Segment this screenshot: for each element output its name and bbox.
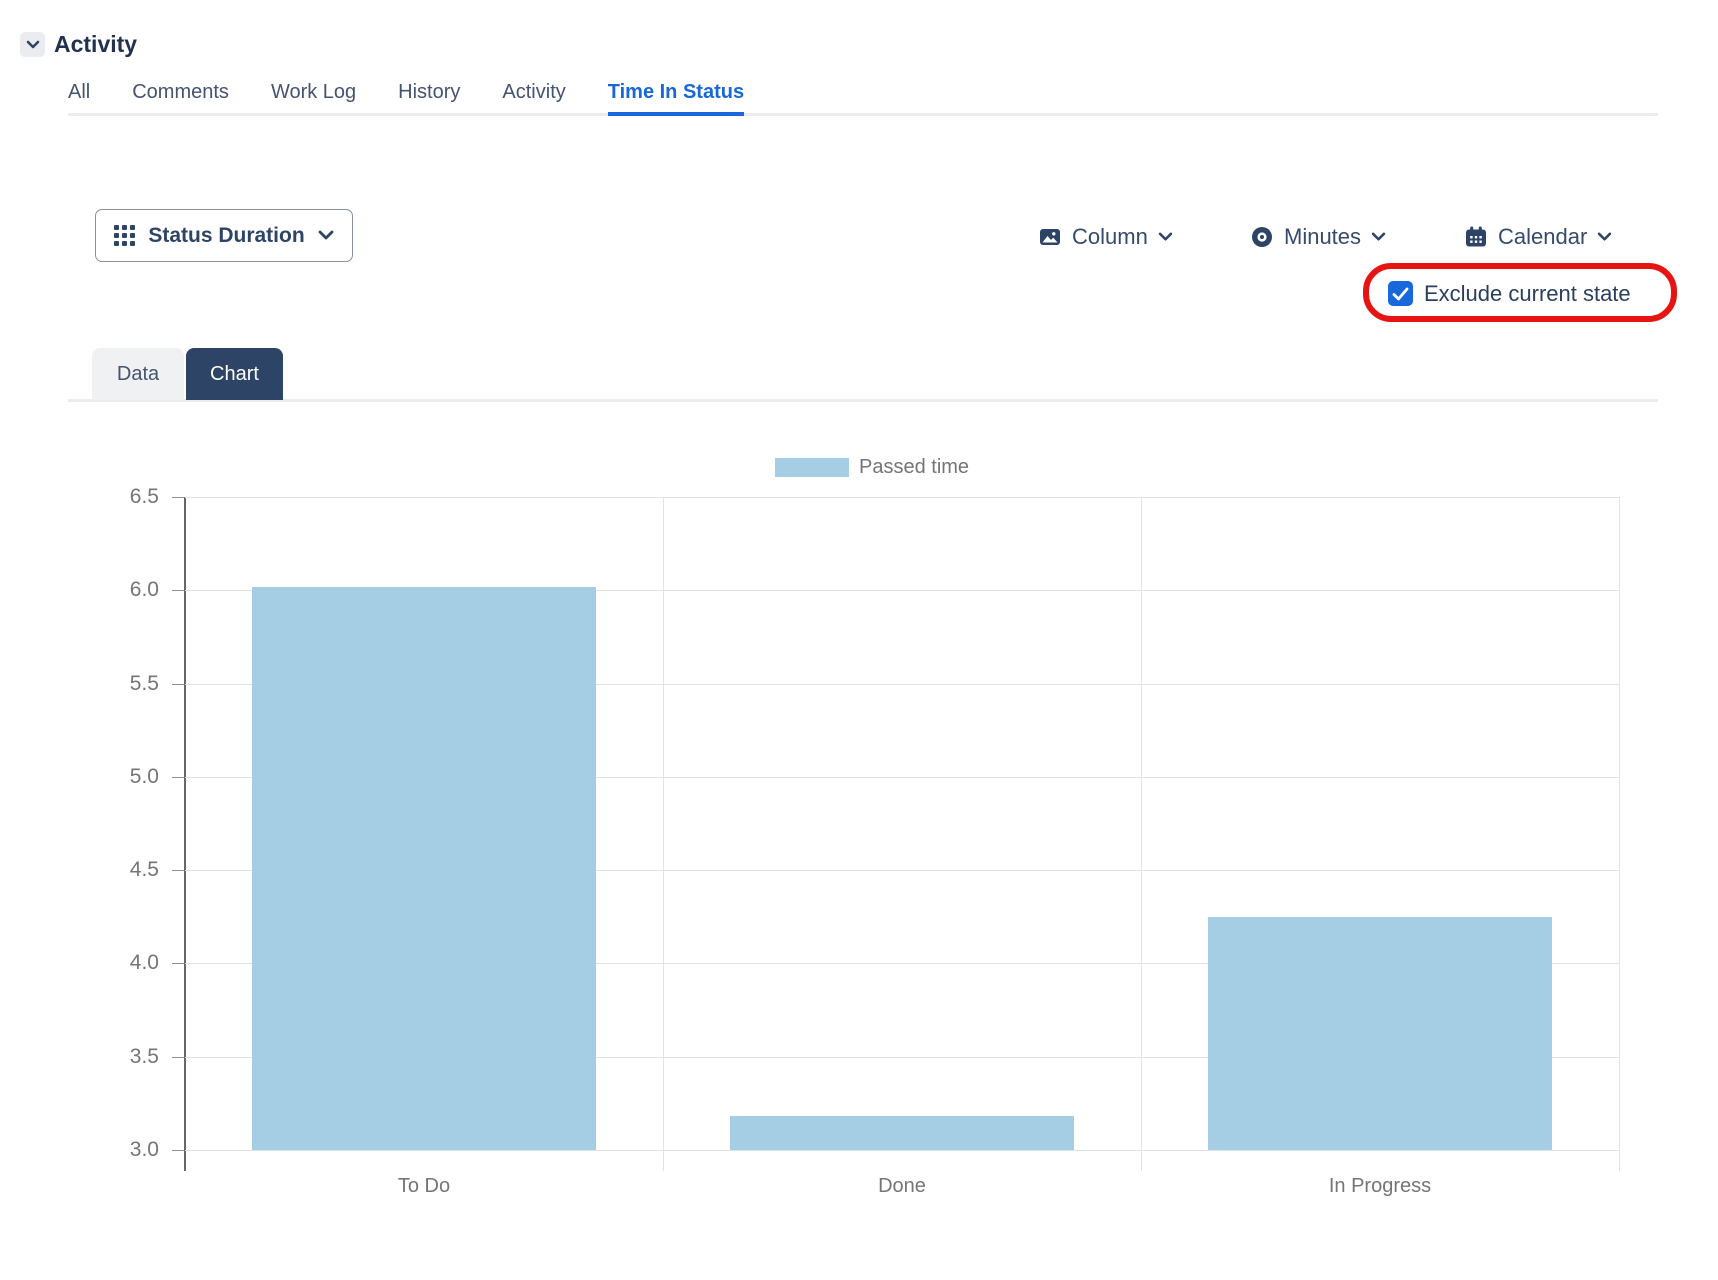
y-axis-tick <box>172 870 184 871</box>
calendar-dropdown[interactable]: Calendar <box>1464 214 1612 260</box>
activity-tab-bar: All Comments Work Log History Activity Time I… <box>68 80 745 116</box>
bar-to-do[interactable] <box>252 587 596 1150</box>
gridline <box>1141 497 1142 1171</box>
chevron-down-icon <box>318 230 334 241</box>
view-tabs-divider <box>68 399 1658 402</box>
eye-icon <box>1250 225 1274 249</box>
y-axis-tick <box>172 777 184 778</box>
chevron-down-icon <box>1371 232 1386 242</box>
page-title: Activity <box>54 31 138 57</box>
bar-in-progress[interactable] <box>1208 917 1552 1150</box>
minutes-label: Minutes <box>1284 224 1362 249</box>
exclude-current-state-label[interactable]: Exclude current state <box>1424 281 1631 306</box>
y-axis-tick <box>172 497 184 498</box>
y-axis-tick <box>172 1057 184 1058</box>
y-axis-label: 3.5 <box>129 1045 159 1068</box>
view-tab-data[interactable]: Data <box>92 348 184 400</box>
y-axis-label: 6.0 <box>129 578 159 601</box>
legend-label[interactable]: Passed time <box>859 456 970 478</box>
tab-time-in-status[interactable]: Time In Status <box>607 80 745 116</box>
bar-chart-plot-area: 6.5 6.0 5.5 5.0 4.5 4.0 3.5 3.0 To Do Done In Prog… <box>130 485 1620 1197</box>
y-axis-line <box>184 497 186 1171</box>
gridline <box>185 777 1619 778</box>
y-axis-label: 3.0 <box>129 1138 159 1161</box>
y-axis-label: 5.5 <box>129 672 159 695</box>
status-duration-label: Status Duration <box>148 223 305 247</box>
y-axis-label: 4.0 <box>129 951 159 974</box>
x-axis-label: In Progress <box>1328 1175 1432 1197</box>
status-duration-dropdown[interactable]: Status Duration <box>95 209 353 262</box>
tab-history[interactable]: History <box>398 81 461 103</box>
x-axis-label: To Do <box>397 1175 451 1197</box>
chevron-down-icon <box>26 40 40 49</box>
legend-swatch[interactable] <box>775 458 849 477</box>
calendar-icon <box>1464 225 1488 249</box>
tab-comments[interactable]: Comments <box>132 81 229 103</box>
minutes-dropdown[interactable]: Minutes <box>1250 214 1386 260</box>
column-label: Column <box>1072 224 1148 249</box>
chevron-down-icon <box>1597 232 1612 242</box>
gridline <box>185 684 1619 685</box>
column-dropdown[interactable]: Column <box>1038 214 1173 260</box>
y-axis-label: 5.0 <box>129 765 159 788</box>
y-axis-tick <box>172 590 184 591</box>
y-axis-label: 6.5 <box>129 485 159 508</box>
x-axis-label: Done <box>878 1175 926 1197</box>
image-icon <box>1038 225 1062 249</box>
bar-done[interactable] <box>730 1116 1074 1150</box>
chevron-down-icon <box>1158 232 1173 242</box>
gridline <box>1619 497 1620 1171</box>
gridline <box>185 497 1619 498</box>
tab-work-log[interactable]: Work Log <box>270 81 357 103</box>
tab-activity[interactable]: Activity <box>502 81 566 103</box>
activity-collapse-button[interactable] <box>20 32 45 57</box>
grid-icon <box>114 225 136 246</box>
y-axis-tick <box>172 1150 184 1151</box>
y-axis-tick <box>172 963 184 964</box>
gridline <box>185 590 1619 591</box>
gridline <box>185 870 1619 871</box>
y-axis-tick <box>172 684 184 685</box>
exclude-current-state-checkbox[interactable] <box>1388 281 1413 306</box>
gridline <box>663 497 664 1171</box>
checkmark-icon <box>1392 287 1409 301</box>
tab-all[interactable]: All <box>68 81 91 103</box>
gridline <box>185 1057 1619 1058</box>
view-tab-chart[interactable]: Chart <box>186 348 283 400</box>
calendar-label: Calendar <box>1498 224 1588 249</box>
tab-bar-divider <box>68 113 1658 116</box>
gridline <box>185 963 1619 964</box>
y-axis-label: 4.5 <box>129 858 159 881</box>
gridline <box>185 1150 1619 1151</box>
